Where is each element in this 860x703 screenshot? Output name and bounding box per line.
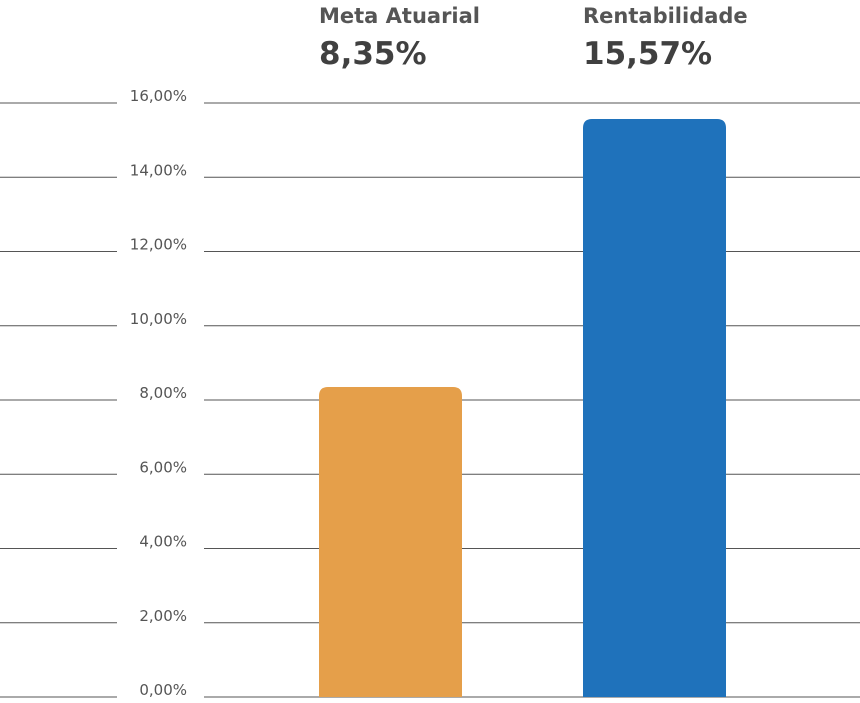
y-tick-label: 0,00% xyxy=(139,681,187,699)
gridlines xyxy=(0,102,860,698)
y-tick-label: 2,00% xyxy=(139,607,187,625)
series-value-label: 8,35% xyxy=(319,36,427,72)
y-tick-label: 8,00% xyxy=(139,384,187,402)
y-tick-label: 4,00% xyxy=(139,533,187,551)
series-value-label: 15,57% xyxy=(583,36,712,72)
y-tick-label: 16,00% xyxy=(130,87,187,105)
y-tick-label: 14,00% xyxy=(130,161,187,179)
series-name: Rentabilidade xyxy=(583,4,748,28)
series-name: Meta Atuarial xyxy=(319,4,480,28)
bar-rentabilidade xyxy=(583,118,726,698)
y-tick-label: 12,00% xyxy=(130,236,187,254)
y-tick-label: 6,00% xyxy=(139,458,187,476)
bar-meta-atuarial xyxy=(319,387,462,697)
y-axis-ticks: 0,00% 2,00% 4,00% 6,00% 8,00% 10,00% 12,00% 14,… xyxy=(130,87,187,699)
series-headers: Meta Atuarial 8,35% Rentabilidade 15,57% xyxy=(319,4,748,72)
bars xyxy=(319,118,726,698)
y-tick-label: 10,00% xyxy=(130,310,187,328)
